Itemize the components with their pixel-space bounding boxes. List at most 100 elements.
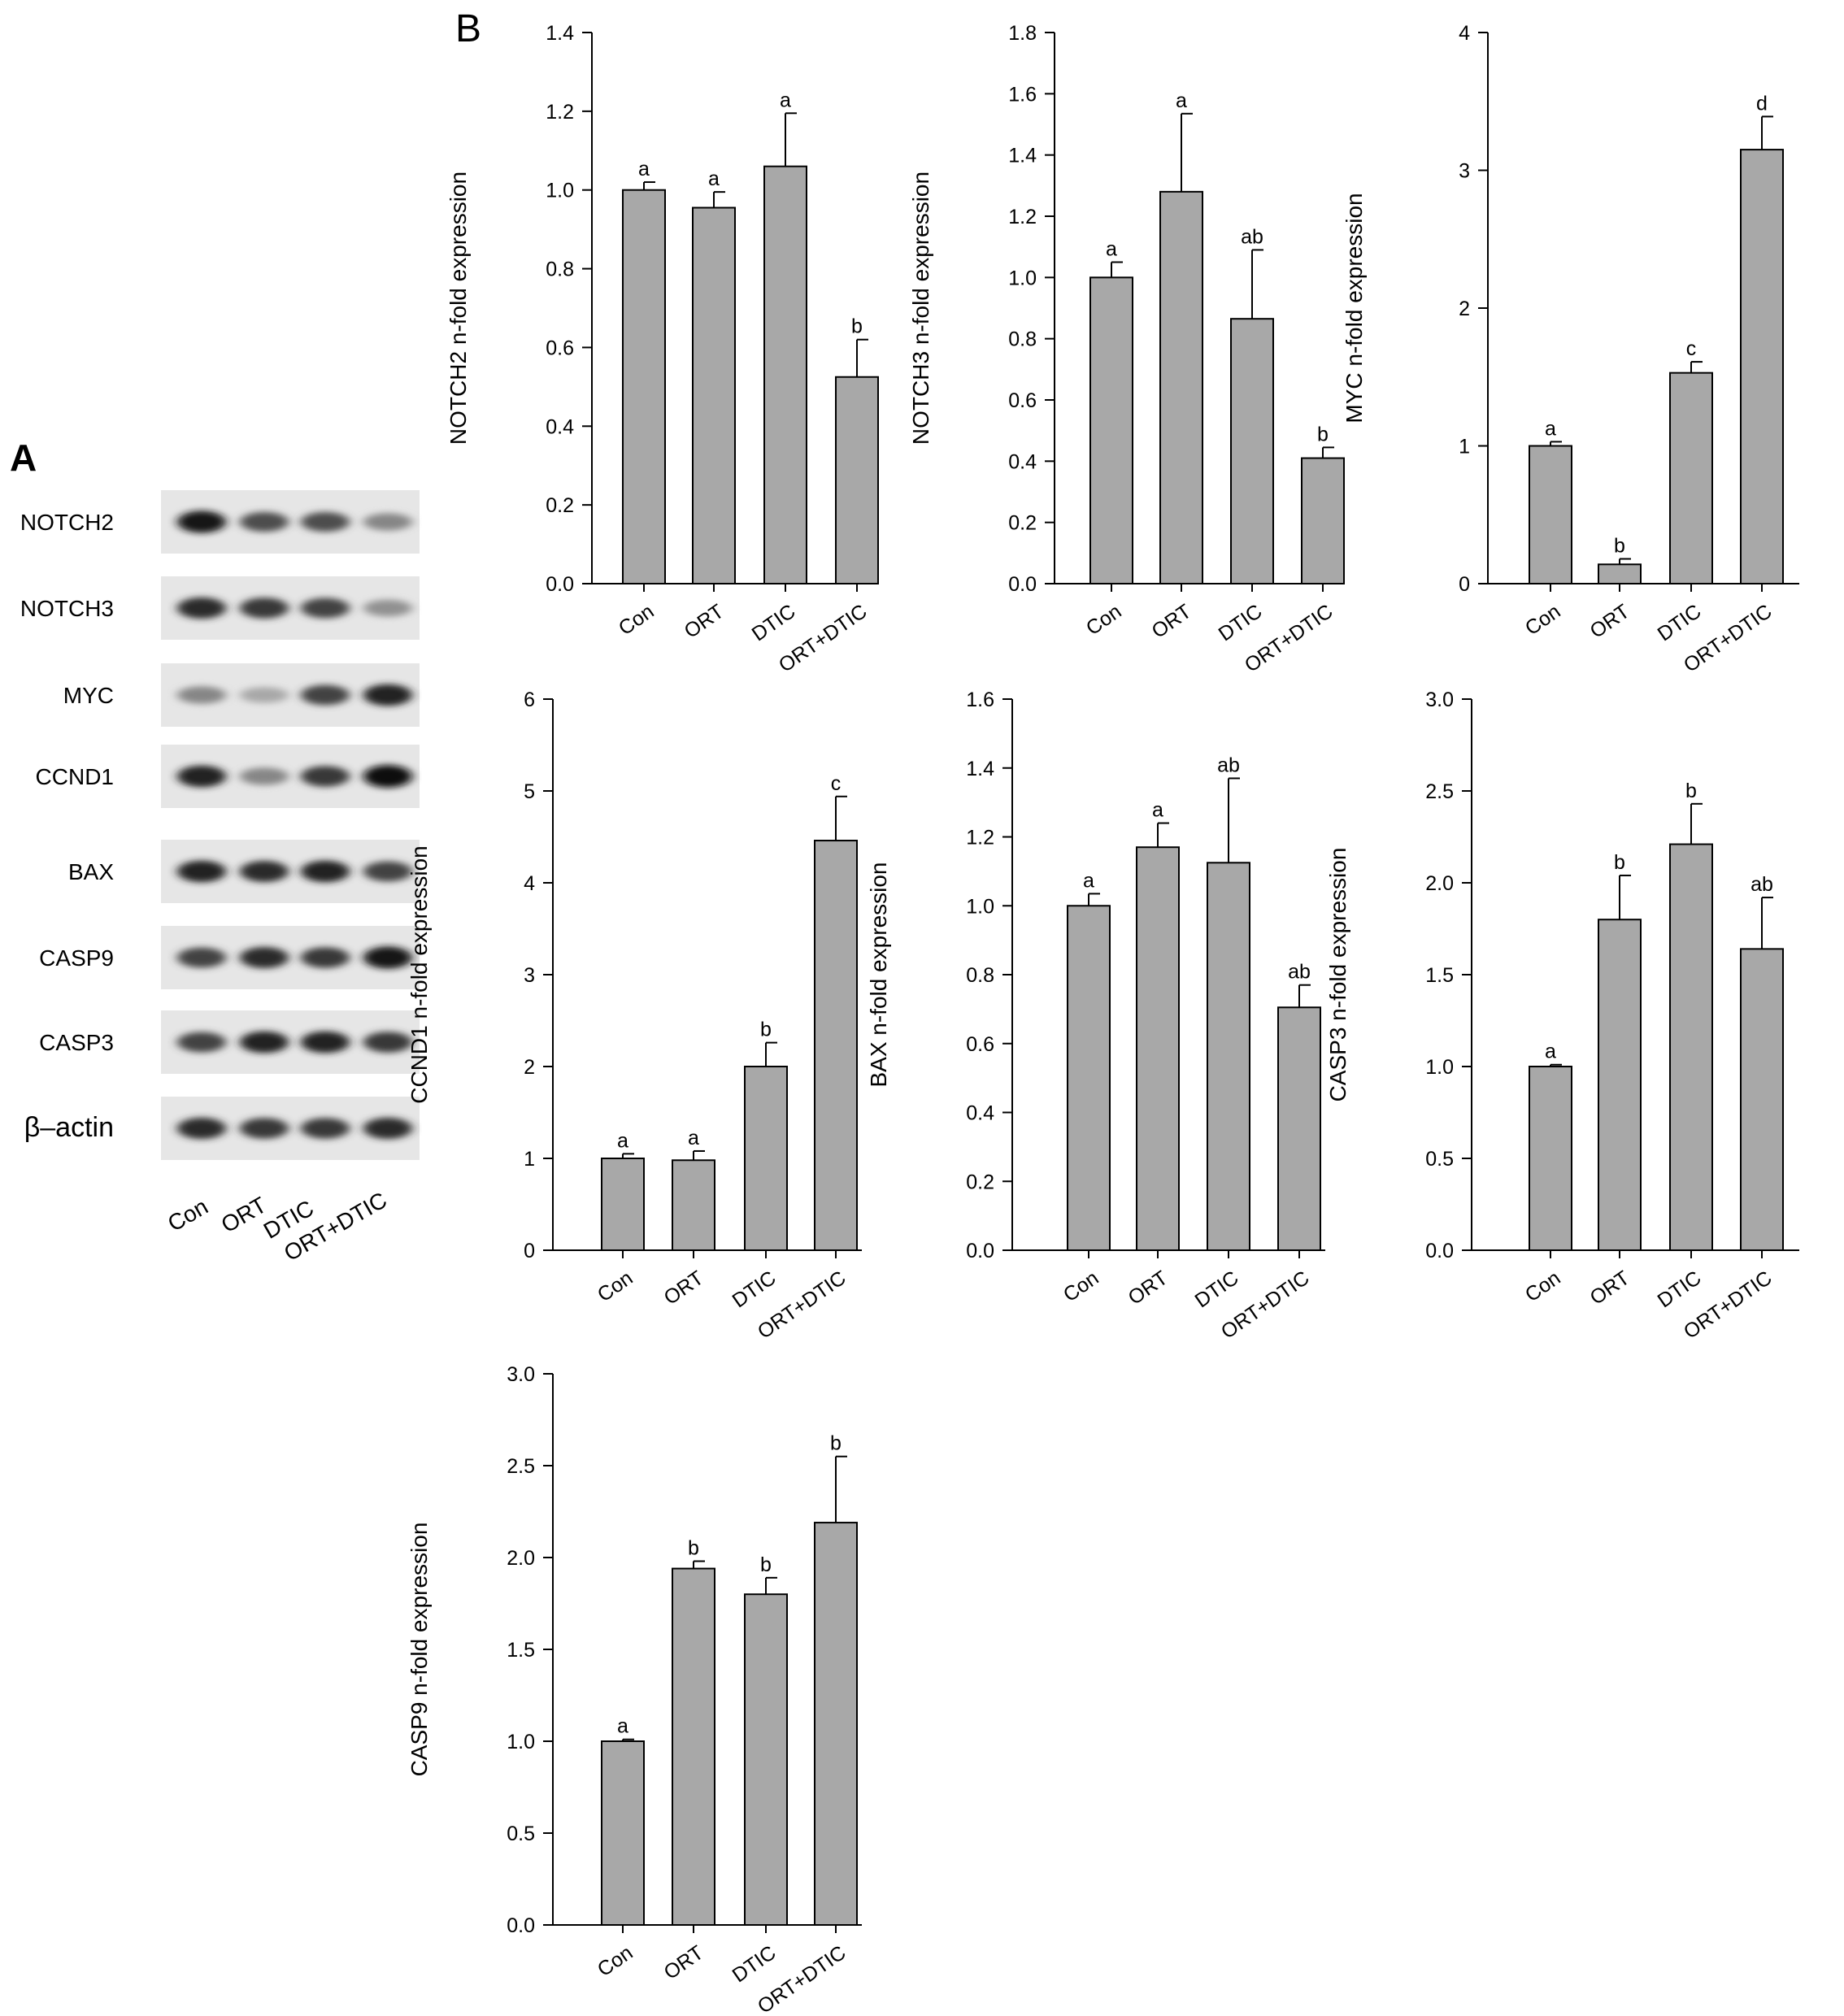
y-tick-label: 0.0: [507, 1914, 535, 1937]
y-tick-label: 0.5: [507, 1823, 535, 1845]
bar: [1740, 149, 1784, 584]
bar: [1277, 1006, 1321, 1251]
y-tick-label: 1.2: [966, 827, 994, 849]
blot-band: [240, 1118, 289, 1139]
y-tick-label: 2.0: [1425, 872, 1454, 895]
significance-letter: b: [760, 1019, 772, 1041]
significance-letter: d: [1756, 92, 1768, 115]
y-tick-label: 1.0: [1008, 267, 1037, 289]
significance-letter: c: [831, 772, 842, 795]
y-tick-label: 1.8: [1008, 22, 1037, 45]
significance-letter: a: [1152, 799, 1163, 822]
significance-letter: a: [1106, 238, 1117, 261]
y-tick-label: 1.2: [546, 101, 574, 124]
blot-band: [240, 687, 289, 703]
y-tick-label: 2: [1459, 298, 1470, 320]
y-tick-label: 0.6: [1008, 389, 1037, 412]
blot-band: [177, 1117, 226, 1140]
y-tick-label: 0.0: [546, 573, 574, 596]
significance-letter: ab: [1241, 225, 1263, 248]
blot-band: [301, 1118, 350, 1139]
y-tick-label: 5: [524, 780, 535, 803]
y-tick-label: 3.0: [1425, 689, 1454, 711]
bar-chart: 0.0 0.2 0.4 0.6 0.8 1.0 1.2 1.4 1.6 1.8 NOTCH3 n-f…: [908, 22, 1345, 677]
blot-row-label: NOTCH3: [20, 596, 114, 621]
bar: [672, 1567, 715, 1927]
y-tick-label: 0.4: [1008, 450, 1037, 473]
blot-band: [301, 947, 350, 968]
blot-band: [177, 1032, 226, 1053]
significance-letter: a: [688, 1127, 699, 1149]
bar-chart: 0.0 0.2 0.4 0.6 0.8 1.0 1.2 1.4 1.6 BAX n-fold ex…: [866, 689, 1325, 1344]
panel-a-label: A: [10, 437, 37, 479]
blot-band: [363, 599, 412, 617]
y-tick-label: 1.5: [1425, 964, 1454, 987]
bar: [692, 206, 736, 584]
y-tick-label: 3: [1459, 160, 1470, 183]
y-tick-label: 6: [524, 689, 535, 711]
x-tick-label: ORT: [1148, 600, 1196, 643]
y-tick-label: 2: [524, 1056, 535, 1079]
blot-band: [240, 946, 289, 969]
significance-letter: b: [830, 1432, 842, 1455]
significance-letter: b: [1614, 534, 1625, 557]
y-tick-label: 0.4: [546, 415, 574, 438]
blot-band: [363, 946, 412, 969]
y-tick-label: 1.0: [546, 180, 574, 202]
blot-row-label: CASP3: [39, 1030, 114, 1055]
bar: [1159, 190, 1203, 584]
y-tick-label: 0.2: [546, 494, 574, 517]
bar-chart: 0.0 0.2 0.4 0.6 0.8 1.0 1.2 1.4 NOTCH2 n-fold ex…: [446, 22, 879, 677]
x-tick-label: Con: [594, 1267, 637, 1306]
bar: [835, 376, 879, 584]
y-tick-label: 4: [524, 872, 535, 895]
y-axis-label: NOTCH2 n-fold expression: [446, 172, 471, 445]
blot-band: [240, 860, 289, 883]
y-tick-label: 0.2: [1008, 512, 1037, 535]
y-tick-label: 1: [1459, 436, 1470, 458]
y-tick-label: 3.0: [507, 1363, 535, 1386]
blot-row-label: β–actin: [24, 1112, 114, 1143]
blot-band: [240, 511, 289, 532]
significance-letter: a: [1176, 89, 1187, 112]
blot-band: [301, 766, 350, 787]
y-tick-label: 0: [1459, 573, 1470, 596]
y-axis-label: NOTCH3 n-fold expression: [908, 172, 933, 445]
blot-band: [363, 513, 412, 531]
significance-letter: b: [688, 1537, 699, 1560]
blot-band: [363, 1117, 412, 1140]
blot-row-label: CASP9: [39, 945, 114, 971]
y-tick-label: 4: [1459, 22, 1470, 45]
x-tick-label: ORT: [660, 1941, 708, 1984]
y-tick-label: 1.4: [966, 758, 994, 780]
y-tick-label: 0.2: [966, 1171, 994, 1193]
western-blot-panel: NOTCH2 NOTCH3 MYC CCND1 BAX CASP9 CASP3 β–actin…: [20, 490, 420, 1266]
bar: [1136, 846, 1180, 1252]
y-tick-label: 0.0: [1008, 573, 1037, 596]
blot-band: [240, 1031, 289, 1054]
y-tick-label: 0.8: [966, 964, 994, 987]
bar-chart: 0 1 2 3 4 MYC n-fold expression a Con b ORT c DTIC d…: [1342, 22, 1799, 677]
x-tick-label: DTIC: [1215, 600, 1267, 645]
bar: [1207, 862, 1250, 1251]
bar: [763, 165, 807, 584]
significance-letter: b: [760, 1553, 772, 1576]
y-tick-label: 0.0: [1425, 1240, 1454, 1262]
y-tick-label: 0.4: [966, 1102, 994, 1125]
x-tick-label: Con: [615, 600, 659, 640]
y-tick-label: 0: [524, 1240, 535, 1262]
blot-band: [363, 861, 412, 882]
blot-band: [177, 947, 226, 968]
bar: [1067, 905, 1111, 1251]
y-tick-label: 0.8: [1008, 328, 1037, 351]
bar: [1301, 457, 1345, 584]
blot-band: [301, 511, 350, 532]
y-tick-label: 0.5: [1425, 1148, 1454, 1171]
x-tick-label: Con: [1521, 600, 1565, 640]
x-tick-label: DTIC: [1191, 1267, 1243, 1312]
blot-row-label: BAX: [68, 859, 114, 884]
x-tick-label: ORT: [660, 1267, 708, 1310]
significance-letter: a: [617, 1715, 628, 1738]
y-axis-label: BAX n-fold expression: [866, 862, 891, 1087]
